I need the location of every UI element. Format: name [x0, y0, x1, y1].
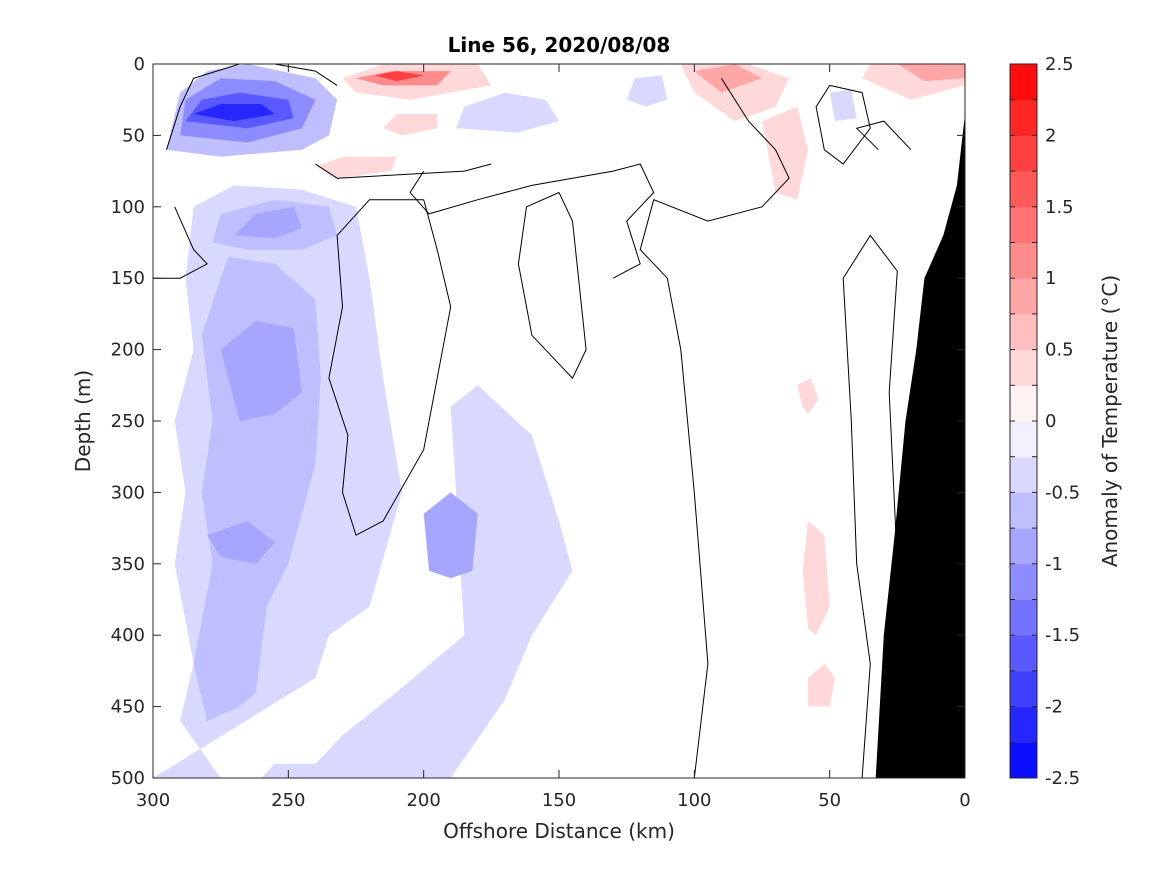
- bathymetry-shape: [875, 114, 965, 778]
- colorbar: [1009, 63, 1038, 779]
- anomaly-region: [829, 89, 857, 122]
- zero-contour-line: [166, 64, 240, 150]
- colorbar-tick-label: -1.5: [1045, 625, 1080, 646]
- colorbar-ticks: 2.5 2 1.5 1 0.5 0 -0.5 -1 -1.5 -2 -2.5: [1010, 54, 1080, 789]
- anomaly-regions: [153, 64, 965, 778]
- zero-contour-line: [153, 206, 208, 279]
- anomaly-region: [694, 64, 762, 93]
- colorbar-band: [1010, 670, 1037, 708]
- colorbar-band: [1010, 278, 1037, 315]
- colorbar-band: [1010, 99, 1037, 136]
- anomaly-region: [315, 156, 397, 179]
- x-tick-label: 300: [136, 790, 170, 811]
- anomaly-region: [383, 114, 438, 136]
- x-tick-label: 200: [406, 790, 440, 811]
- zero-contour-line: [842, 234, 898, 778]
- colorbar-band: [1010, 492, 1037, 529]
- colorbar-tick-label: -1: [1045, 554, 1063, 575]
- x-tick-label: 250: [271, 790, 305, 811]
- colorbar-band: [1010, 171, 1037, 208]
- anomaly-region: [374, 71, 424, 82]
- anomaly-region: [301, 385, 573, 778]
- zero-contour-line: [855, 120, 912, 151]
- x-tick-label: 0: [959, 790, 970, 811]
- colorbar-band: [1010, 599, 1037, 636]
- colorbar-band: [1010, 349, 1037, 386]
- anomaly-region: [193, 104, 275, 122]
- colorbar-band: [1010, 64, 1037, 101]
- colorbar-band: [1010, 135, 1037, 172]
- anomaly-region: [456, 92, 559, 133]
- colorbar-band: [1010, 742, 1037, 779]
- colorbar-tick-label: 0: [1045, 411, 1056, 432]
- colorbar-tick-label: 2.5: [1045, 54, 1074, 75]
- colorbar-band: [1010, 421, 1037, 458]
- x-tick-label: 50: [818, 790, 841, 811]
- anomaly-region: [762, 106, 808, 200]
- colorbar-band: [1010, 528, 1037, 565]
- colorbar-band: [1010, 635, 1037, 672]
- x-tick-label: 150: [542, 790, 576, 811]
- y-tick-label: 450: [111, 697, 145, 718]
- colorbar-label: Anomaly of Temperature (°C): [1098, 275, 1122, 567]
- anomaly-region: [207, 521, 275, 564]
- anomaly-region: [423, 492, 478, 579]
- zero-contour-line: [815, 84, 871, 165]
- anomaly-region: [802, 521, 830, 636]
- y-tick-label: 100: [111, 197, 145, 218]
- zero-contour-line: [517, 192, 587, 380]
- y-tick-label: 0: [134, 54, 145, 75]
- anomaly-region: [261, 763, 329, 778]
- zero-contour-line: [639, 78, 790, 778]
- x-axis-ticks: 300 250 200 150 100 50 0: [136, 64, 971, 811]
- anomaly-region: [626, 75, 668, 107]
- y-axis-ticks: 0 50 100 150 200 250 300 350 400 450 500: [111, 54, 965, 789]
- colorbar-tick-label: 2: [1045, 125, 1056, 146]
- colorbar-band: [1010, 706, 1037, 743]
- anomaly-region: [808, 663, 836, 707]
- colorbar-tick-label: -2: [1045, 697, 1063, 718]
- anomaly-region: [234, 206, 302, 239]
- colorbar-band: [1010, 242, 1037, 279]
- zero-contour-line: [409, 163, 655, 279]
- x-tick-label: 100: [677, 790, 711, 811]
- colorbar-tick-label: 0.5: [1045, 340, 1074, 361]
- y-tick-label: 400: [111, 625, 145, 646]
- y-tick-label: 250: [111, 411, 145, 432]
- colorbar-tick-label: 1.5: [1045, 197, 1074, 218]
- colorbar-tick-label: 1: [1045, 268, 1056, 289]
- colorbar-tick-label: -2.5: [1045, 768, 1080, 789]
- anomaly-region: [220, 321, 302, 421]
- colorbar-band: [1010, 206, 1037, 243]
- anomaly-region: [797, 378, 819, 414]
- plot-area: [153, 64, 965, 778]
- y-tick-label: 50: [122, 125, 145, 146]
- y-tick-label: 350: [111, 554, 145, 575]
- y-tick-label: 200: [111, 340, 145, 361]
- y-tick-label: 300: [111, 482, 145, 503]
- colorbar-band: [1010, 313, 1037, 351]
- bathymetry: [875, 114, 965, 778]
- zero-contour-line: [315, 163, 492, 179]
- y-tick-label: 500: [111, 768, 145, 789]
- x-axis-label: Offshore Distance (km): [443, 819, 675, 843]
- anomaly-region: [897, 64, 965, 82]
- zero-contours: [153, 64, 912, 778]
- colorbar-tick-label: -0.5: [1045, 482, 1080, 503]
- zero-contour-line: [328, 199, 452, 536]
- y-tick-label: 150: [111, 268, 145, 289]
- y-axis-label: Depth (m): [71, 370, 95, 472]
- colorbar-band: [1010, 385, 1037, 422]
- colorbar-band: [1010, 563, 1037, 600]
- colorbar-band: [1010, 456, 1037, 493]
- chart-title: Line 56, 2020/08/08: [448, 33, 671, 57]
